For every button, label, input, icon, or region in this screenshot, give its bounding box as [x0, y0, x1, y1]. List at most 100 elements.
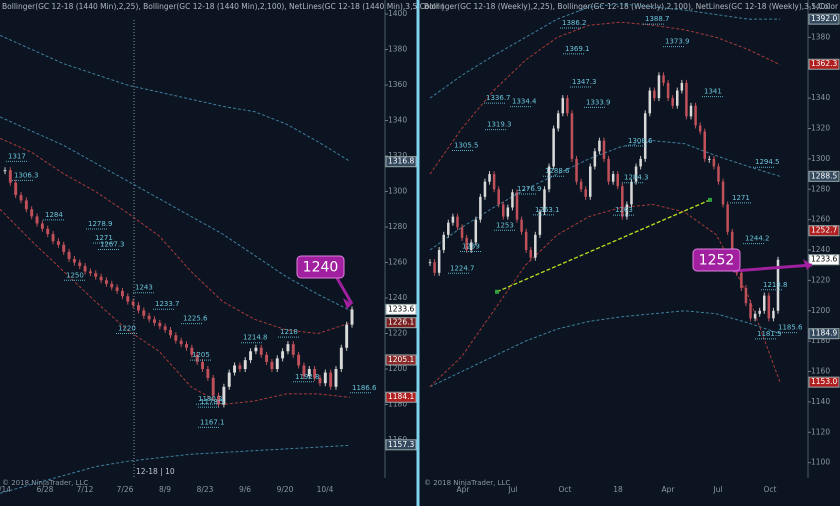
candle-body: [451, 216, 455, 223]
candle-body: [616, 174, 619, 187]
candle-body: [243, 360, 247, 370]
candle-body: [78, 262, 82, 267]
candle-body: [174, 335, 178, 341]
candle-body: [708, 158, 711, 160]
candle-body: [776, 259, 780, 311]
candle-body: [653, 90, 656, 99]
y-tick-label: 1180: [811, 336, 830, 345]
annotation: 1185.6: [778, 324, 803, 332]
candle-body: [35, 216, 39, 224]
y-tick-label: 1120: [811, 427, 830, 436]
annotation: 1220: [118, 325, 136, 333]
candle-body: [634, 166, 638, 182]
candle-body: [259, 347, 263, 355]
candle-body: [744, 287, 748, 304]
annotation: 1205: [192, 351, 210, 359]
annotation: 1267.3: [100, 241, 125, 249]
price-tag-label: 1157.3: [388, 440, 414, 449]
callout-arrow: [732, 263, 813, 273]
annotation: 1233.7: [155, 300, 180, 308]
y-tick-label: 1300: [811, 154, 830, 163]
candle-body: [153, 319, 156, 323]
y-tick-label: 1100: [811, 458, 830, 467]
candle-body: [730, 231, 734, 258]
y-tick-label: 1380: [811, 32, 830, 41]
candle-body: [515, 192, 519, 220]
candle-body: [297, 354, 301, 366]
candle-body: [721, 181, 725, 205]
price-tag-label: 1233.6: [388, 304, 414, 313]
price-tag: [808, 13, 840, 25]
panel-header: Bollinger(GC 12-18 (Weekly),2,25), Bolli…: [424, 2, 840, 11]
candle-body: [19, 195, 23, 201]
x-tick-label: 10/4: [317, 485, 334, 494]
x-tick-label: 8/9: [159, 485, 171, 494]
candle-body: [169, 329, 172, 336]
y-tick-label: 1140: [811, 397, 830, 406]
price-tag-label: 1153.0: [811, 377, 837, 386]
candle-body: [772, 310, 775, 319]
callout-label: 1240: [303, 260, 339, 276]
candle-body: [767, 295, 771, 319]
candle-body: [534, 234, 537, 258]
annotation: 1253: [496, 221, 514, 229]
candle-body: [442, 234, 445, 251]
candle-body: [685, 82, 688, 117]
annotation: 1180.2: [198, 395, 223, 403]
x-tick-label: 8/23: [197, 485, 214, 494]
bollinger-band: [429, 21, 781, 175]
price-tag-label: 1226.1: [388, 318, 414, 327]
candle-body: [763, 295, 766, 311]
candle-body: [643, 113, 647, 159]
candle-body: [506, 207, 510, 217]
y-tick-label: 1280: [811, 184, 830, 193]
candle-body: [570, 113, 574, 159]
price-tag: [385, 156, 417, 168]
annotation: 1308.6: [628, 137, 653, 145]
candle-body: [88, 271, 92, 274]
annotation: 1336.7: [486, 94, 511, 102]
y-tick-label: 1260: [811, 215, 830, 224]
annotation: 1388.7: [645, 15, 670, 23]
x-tick-label: 9/20: [277, 485, 294, 494]
price-tag-label: 1184.1: [388, 392, 414, 401]
y-tick-label: 1160: [811, 367, 830, 376]
candle-body: [281, 351, 285, 359]
annotation: 1271: [95, 234, 113, 242]
annotation: 1186.6: [352, 384, 377, 392]
annotation: 1250: [66, 271, 84, 279]
candle-body: [51, 234, 55, 242]
annotation: 1243: [135, 284, 153, 292]
y-tick-label: 1240: [811, 245, 830, 254]
trend-line: [496, 199, 711, 293]
callout-arrowhead: [343, 298, 352, 309]
y-tick-label: 1380: [388, 45, 407, 54]
candle-body: [726, 204, 729, 232]
bollinger-band: [429, 3, 780, 99]
candle-body: [694, 105, 697, 126]
candle-body: [233, 365, 237, 373]
bollinger-band: [0, 116, 351, 311]
candle-body: [302, 365, 306, 377]
price-tag: [385, 354, 417, 366]
price-tag: [385, 391, 417, 403]
candle-body: [639, 158, 642, 167]
annotation: 1214.8: [243, 334, 268, 342]
candle-body: [14, 182, 18, 196]
annotation: 1218: [280, 328, 298, 336]
bollinger-band: [429, 310, 781, 388]
callout-box: [296, 255, 345, 279]
x-tick-label: Oct: [559, 485, 572, 494]
candle-body: [502, 204, 505, 217]
candle-body: [492, 174, 496, 190]
x-tick-label: Jul: [507, 485, 517, 494]
candle-body: [447, 222, 450, 235]
candle-body: [110, 283, 114, 288]
candle-body: [556, 113, 560, 129]
price-tag: [385, 303, 417, 315]
x-tick-label: 9/6: [239, 485, 251, 494]
trend-point: [495, 289, 499, 294]
y-tick-label: 1400: [388, 9, 407, 18]
candle-body: [433, 262, 436, 273]
candle-body: [758, 310, 761, 314]
